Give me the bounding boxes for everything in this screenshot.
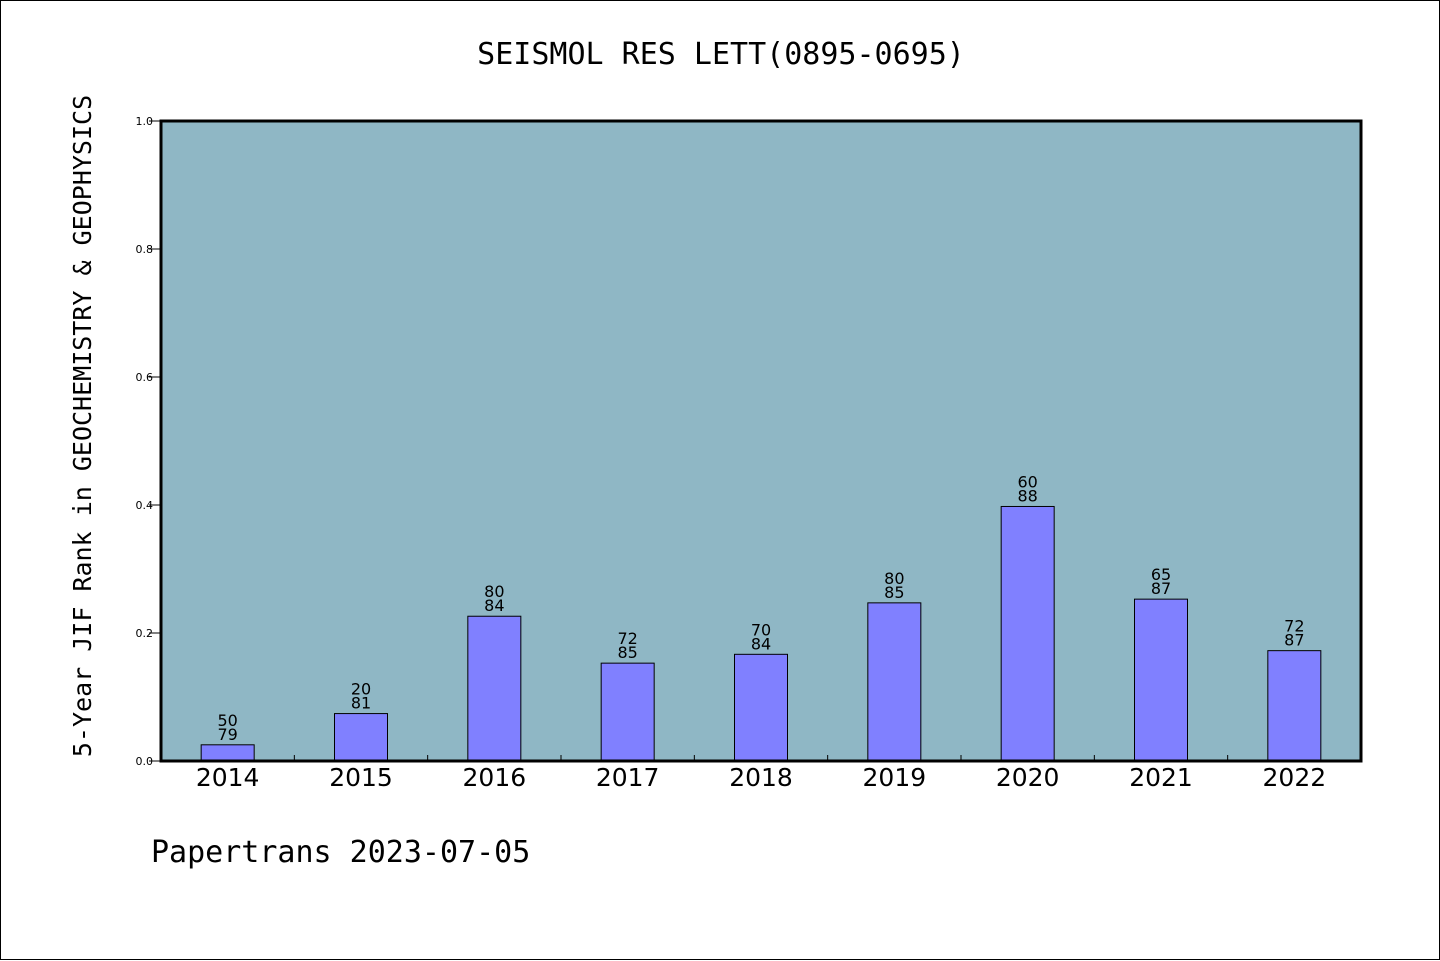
bar-label-total-2020: 88 — [1017, 486, 1037, 505]
y-tick-label-0.6: 0.6 — [136, 371, 154, 384]
bar-2018 — [734, 653, 788, 762]
bar-label-total-2018: 84 — [751, 634, 771, 653]
x-tick-label-2019: 2019 — [863, 763, 927, 792]
bar-label-total-2015: 81 — [351, 694, 371, 713]
bar-2022 — [1267, 650, 1322, 762]
bar-2016 — [467, 615, 522, 762]
bar-label-total-2019: 85 — [884, 583, 904, 602]
x-tick-label-2021: 2021 — [1129, 763, 1193, 792]
plot-frame — [159, 119, 1363, 763]
x-tick-label-2016: 2016 — [463, 763, 527, 792]
chart-title: SEISMOL RES LETT(0895-0695) — [477, 37, 965, 72]
footer-credit: Papertrans 2023-07-05 — [151, 835, 531, 870]
bar-label-total-2016: 84 — [484, 596, 504, 615]
bar-2017 — [600, 662, 655, 762]
y-tick-label-0.0: 0.0 — [136, 755, 154, 768]
x-tick-label-2018: 2018 — [729, 763, 793, 792]
bar-label-total-2017: 85 — [617, 643, 637, 662]
y-tick-label-1.0: 1.0 — [136, 115, 154, 128]
y-tick-label-0.8: 0.8 — [136, 243, 154, 256]
bar-2021 — [1134, 598, 1188, 762]
bar-label-rank-2015: 20 — [351, 680, 371, 699]
bar-2015 — [334, 713, 388, 762]
bar-label-rank-2022: 72 — [1284, 617, 1304, 636]
bar-label-total-2022: 87 — [1284, 631, 1304, 650]
x-tick-label-2014: 2014 — [196, 763, 260, 792]
y-axis-title: 5-Year JIF Rank in GEOCHEMISTRY & GEOPHY… — [68, 95, 97, 757]
bar-label-rank-2018: 70 — [751, 620, 771, 639]
bar-label-rank-2017: 72 — [617, 629, 637, 648]
bar-2020 — [1000, 505, 1055, 762]
x-tick-label-2015: 2015 — [329, 763, 393, 792]
bar-label-rank-2020: 60 — [1017, 472, 1037, 491]
bar-label-rank-2021: 65 — [1151, 565, 1171, 584]
bar-label-rank-2019: 80 — [884, 569, 904, 588]
bar-label-rank-2014: 50 — [217, 711, 237, 730]
x-tick-label-2017: 2017 — [596, 763, 660, 792]
x-tick-label-2020: 2020 — [996, 763, 1060, 792]
bar-2019 — [867, 602, 922, 762]
y-tick-label-0.2: 0.2 — [136, 627, 154, 640]
bar-label-rank-2016: 80 — [484, 582, 504, 601]
x-tick-label-2022: 2022 — [1263, 763, 1327, 792]
bar-label-total-2014: 79 — [217, 725, 237, 744]
bar-2014 — [200, 744, 255, 762]
bar-label-total-2021: 87 — [1151, 579, 1171, 598]
y-tick-label-0.4: 0.4 — [136, 499, 154, 512]
